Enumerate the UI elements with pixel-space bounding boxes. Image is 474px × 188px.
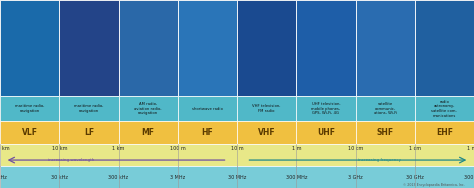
Text: MF: MF [142, 128, 155, 137]
Bar [118, 96, 178, 121]
Text: maritime radio,
navigation: maritime radio, navigation [15, 105, 45, 113]
Text: 1 m: 1 m [292, 146, 301, 151]
Bar [0, 121, 59, 144]
Text: 30 kHz: 30 kHz [51, 175, 68, 180]
Text: 100 km: 100 km [0, 146, 9, 151]
Text: EHF: EHF [436, 128, 453, 137]
Bar [0, 144, 474, 166]
Bar [237, 0, 296, 96]
Text: UHF television,
mobile phones,
GPS, Wi-Fi, 4G: UHF television, mobile phones, GPS, Wi-F… [311, 102, 340, 115]
Text: VHF: VHF [258, 128, 275, 137]
Bar [59, 0, 118, 96]
Bar [0, 166, 474, 188]
Bar [118, 121, 178, 144]
Text: 300 MHz: 300 MHz [285, 175, 307, 180]
Bar [415, 121, 474, 144]
Bar [296, 0, 356, 96]
Text: maritime radio,
navigation: maritime radio, navigation [74, 105, 104, 113]
Text: 30 GHz: 30 GHz [406, 175, 424, 180]
Text: 3 kHz: 3 kHz [0, 175, 7, 180]
Text: 300 GHz: 300 GHz [464, 175, 474, 180]
Bar [0, 96, 59, 121]
Text: © 2013 Encyclopaedia Britannica, Inc.: © 2013 Encyclopaedia Britannica, Inc. [403, 183, 465, 187]
Text: shortwave radio: shortwave radio [192, 107, 223, 111]
Text: 3 MHz: 3 MHz [170, 175, 185, 180]
Text: SHF: SHF [376, 128, 394, 137]
Bar [296, 121, 356, 144]
Bar [356, 121, 415, 144]
Text: VLF: VLF [22, 128, 37, 137]
Text: LF: LF [84, 128, 94, 137]
Text: 10 km: 10 km [52, 146, 67, 151]
Text: increasing frequency: increasing frequency [358, 158, 401, 162]
Bar [59, 96, 118, 121]
Text: increasing wavelength: increasing wavelength [48, 158, 94, 162]
Text: 10 cm: 10 cm [348, 146, 363, 151]
Text: 30 MHz: 30 MHz [228, 175, 246, 180]
Bar [356, 96, 415, 121]
Bar [178, 0, 237, 96]
Bar [0, 0, 59, 96]
Bar [296, 96, 356, 121]
Text: 3 GHz: 3 GHz [348, 175, 363, 180]
Text: UHF: UHF [317, 128, 335, 137]
Bar [356, 0, 415, 96]
Bar [415, 0, 474, 96]
Text: 1 mm: 1 mm [467, 146, 474, 151]
Bar [237, 121, 296, 144]
Text: 1 cm: 1 cm [409, 146, 421, 151]
Bar [415, 96, 474, 121]
Text: VHF television,
FM radio: VHF television, FM radio [252, 105, 281, 113]
Bar [178, 121, 237, 144]
Bar [59, 121, 118, 144]
Text: 300 kHz: 300 kHz [109, 175, 128, 180]
Text: satellite
communic-
ations, Wi-Fi: satellite communic- ations, Wi-Fi [374, 102, 397, 115]
Text: 10 m: 10 m [231, 146, 243, 151]
Text: radio
astronomy,
satellite com-
munications: radio astronomy, satellite com- municati… [431, 100, 457, 118]
Text: AM radio,
aviation radio,
navigation: AM radio, aviation radio, navigation [134, 102, 162, 115]
Bar [118, 0, 178, 96]
Text: 100 m: 100 m [170, 146, 186, 151]
Bar [178, 96, 237, 121]
Text: 1 km: 1 km [112, 146, 125, 151]
Bar [237, 96, 296, 121]
Text: HF: HF [201, 128, 213, 137]
